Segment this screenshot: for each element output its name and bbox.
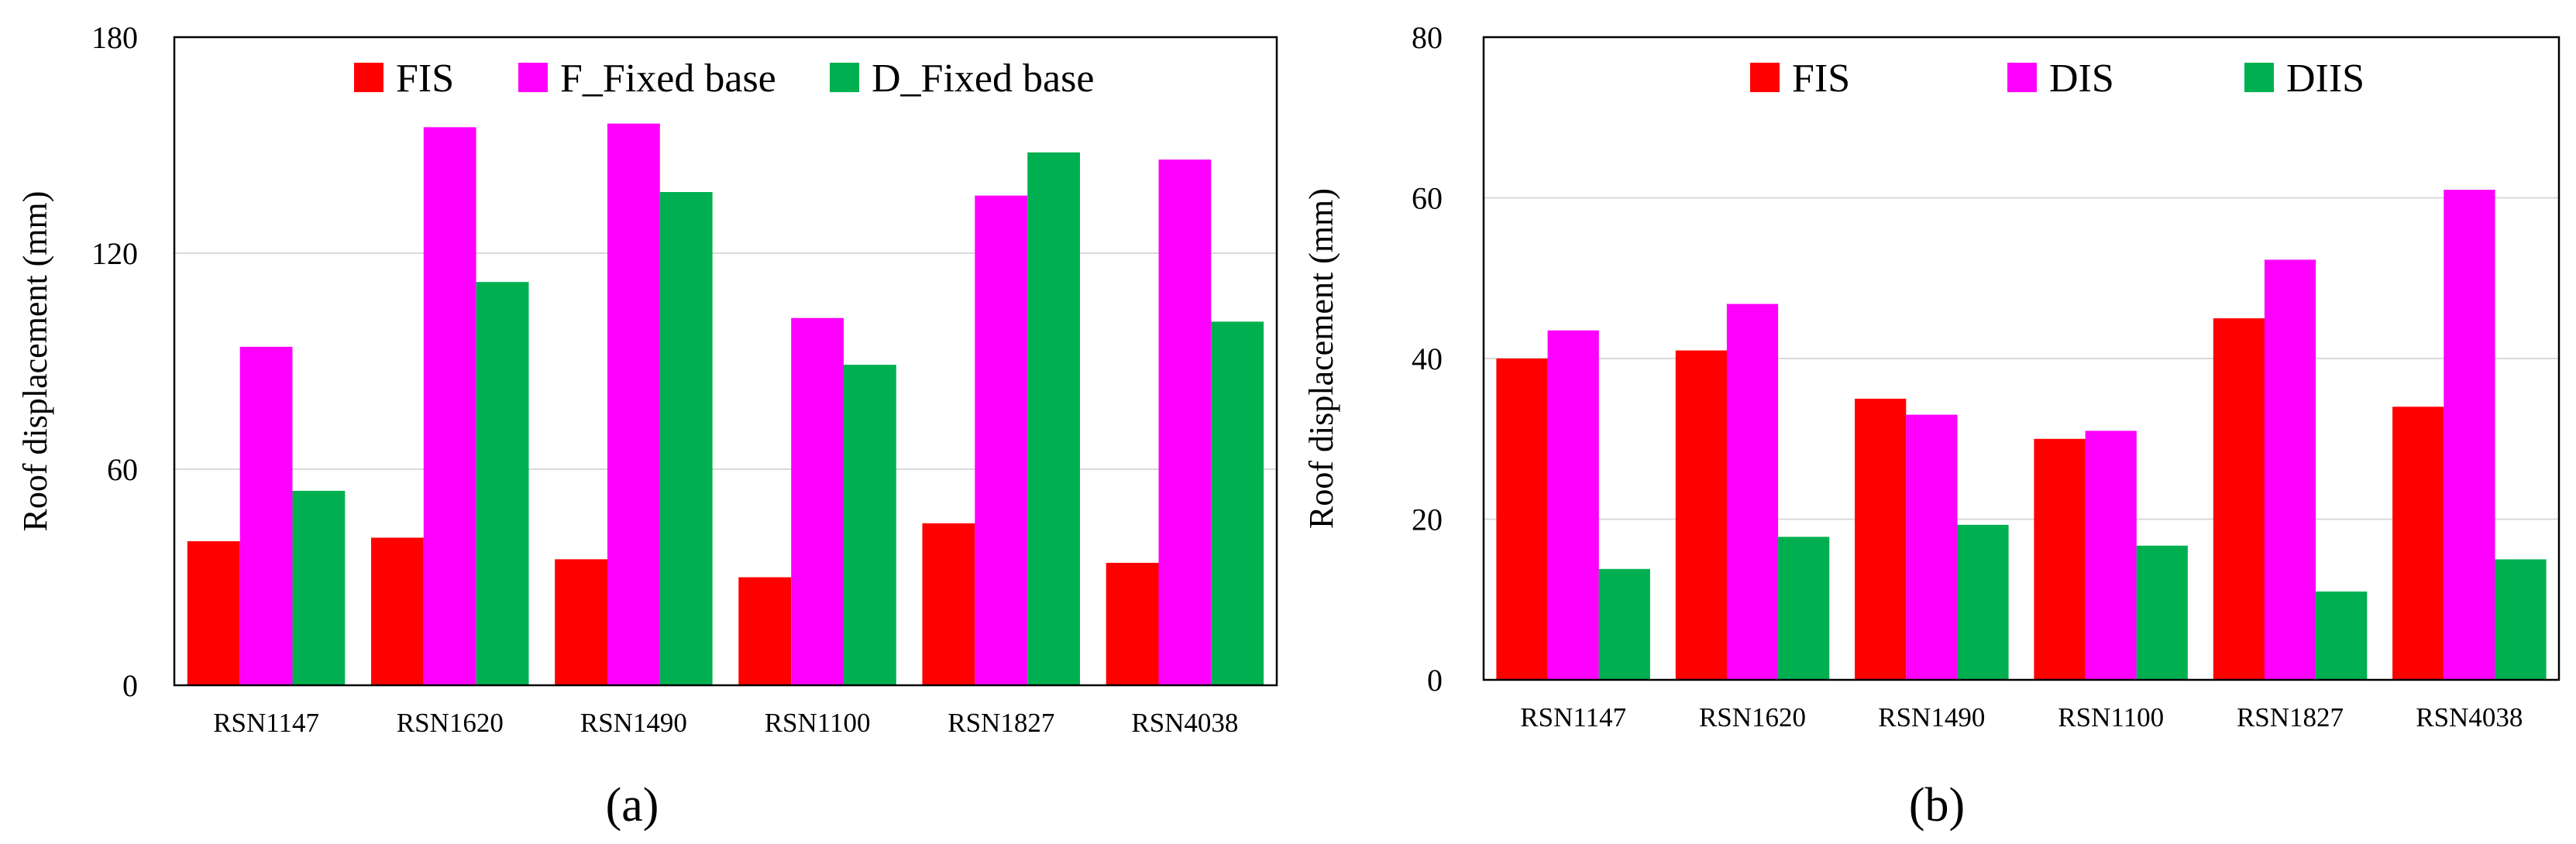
bar-d-fixed-base-rsn4038 [1211,321,1264,685]
legend-label: FIS [396,57,454,101]
y-tick-label: 0 [1427,663,1443,698]
legend-label: FIS [1792,57,1850,101]
bar-fis-rsn1620 [371,537,424,685]
y-tick-label: 60 [107,452,138,487]
x-category-label: RSN4038 [2416,702,2523,732]
legend-label: F_Fixed base [560,57,776,101]
bar-f-fixed-base-rsn1490 [607,123,660,686]
x-category-label: RSN4038 [1131,708,1238,738]
legend-swatch [2244,63,2274,92]
bar-fis-rsn1100 [738,577,792,685]
bar-d-fixed-base-rsn1827 [1027,152,1080,686]
bar-d-fixed-base-rsn1490 [659,192,713,685]
y-tick-label: 180 [91,20,138,55]
legend-label: DIS [2049,57,2114,101]
bar-fis-rsn1827 [922,523,975,686]
bar-f-fixed-base-rsn1827 [975,195,1028,686]
bar-f-fixed-base-rsn1100 [791,317,844,685]
bar-f-fixed-base-rsn4038 [1158,160,1212,686]
bar-diis-rsn1827 [2316,591,2368,680]
x-category-label: RSN1620 [1699,702,1806,732]
chart-caption: (b) [1909,779,1965,832]
y-tick-label: 120 [91,236,138,271]
legend-label: DIIS [2286,57,2364,101]
legend-swatch [518,63,548,92]
bar-diis-rsn1620 [1778,537,1830,680]
bar-d-fixed-base-rsn1620 [476,282,529,685]
y-tick-label: 80 [1412,20,1443,55]
y-axis-title: Roof displacement (mm) [16,191,54,532]
x-category-label: RSN1827 [2237,702,2344,732]
bar-dis-rsn1100 [2085,431,2137,680]
y-tick-label: 40 [1412,341,1443,376]
x-category-label: RSN1490 [1878,702,1985,732]
plot-frame [1482,36,2561,681]
bar-dis-rsn1490 [1906,414,1958,680]
bar-d-fixed-base-rsn1147 [292,490,346,685]
bar-fis-rsn1100 [2034,438,2086,681]
bar-dis-rsn1620 [1726,304,1779,680]
bar-diis-rsn1147 [1598,568,1650,680]
y-tick-label: 0 [122,668,138,703]
y-axis-title: Roof displacement (mm) [1302,188,1340,529]
bar-dis-rsn1147 [1547,330,1599,680]
bar-dis-rsn1827 [2264,259,2316,680]
bar-fis-rsn1147 [1496,359,1548,680]
x-category-label: RSN1827 [948,708,1054,738]
bar-fis-rsn1490 [1855,398,1907,680]
x-category-label: RSN1100 [2058,702,2164,732]
bar-d-fixed-base-rsn1100 [844,365,896,685]
bar-diis-rsn1100 [2136,545,2188,680]
x-category-label: RSN1147 [1520,702,1626,732]
bar-fis-rsn1620 [1675,350,1727,680]
bar-fis-rsn4038 [1106,562,1159,685]
bar-fis-rsn1827 [2213,318,2265,680]
bar-f-fixed-base-rsn1147 [239,346,293,685]
x-category-label: RSN1147 [213,708,319,738]
legend-swatch [2007,63,2037,92]
bar-fis-rsn1147 [187,541,240,685]
bar-diis-rsn4038 [2495,559,2547,680]
y-tick-label: 20 [1412,503,1443,537]
plot-frame [173,36,1278,687]
bar-fis-rsn4038 [2392,407,2444,681]
bar-dis-rsn4038 [2444,190,2495,681]
y-tick-label: 60 [1412,181,1443,216]
bar-f-fixed-base-rsn1620 [423,127,476,686]
legend-swatch [1750,63,1780,92]
chart-a: 0 60 120 180 RSN1147 RSN1620 RSN1490 RSN1100 RSN… [16,20,1278,832]
bar-diis-rsn1490 [1957,524,2009,680]
x-category-label: RSN1100 [765,708,871,738]
chart-b: 0 20 40 60 80 RSN1147 RSN1620 RSN1490 RSN1100 RSN… [1302,20,2561,832]
x-category-label: RSN1490 [580,708,687,738]
legend-swatch [354,63,383,92]
legend-swatch [830,63,859,92]
legend-label: D_Fixed base [872,57,1094,101]
chart-caption: (a) [606,779,659,832]
x-category-label: RSN1620 [397,708,504,738]
bar-fis-rsn1490 [555,559,607,686]
